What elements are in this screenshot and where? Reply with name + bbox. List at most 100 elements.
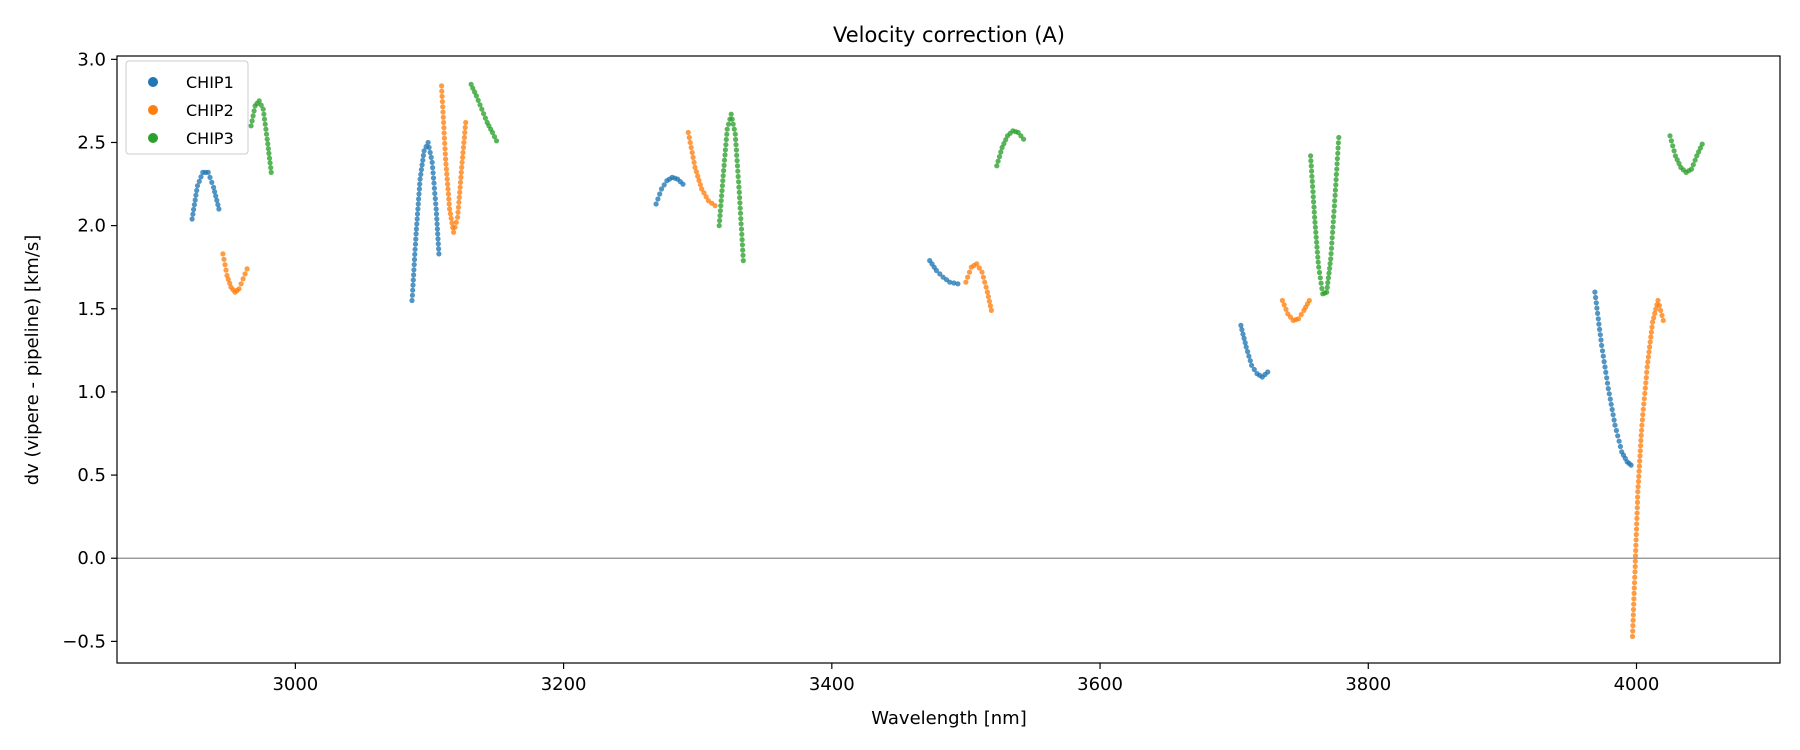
data-point	[1240, 331, 1246, 337]
data-point	[1637, 453, 1643, 459]
data-point	[213, 193, 219, 199]
data-point	[1593, 294, 1599, 301]
data-point	[1697, 145, 1703, 151]
data-point	[439, 99, 445, 105]
data-point	[984, 289, 991, 295]
data-point	[1325, 275, 1331, 281]
data-point	[1314, 244, 1320, 250]
data-point	[1690, 162, 1696, 168]
data-point	[442, 140, 448, 146]
data-point	[1595, 310, 1601, 316]
data-point	[1313, 229, 1319, 235]
data-point	[740, 258, 746, 264]
data-point	[1329, 240, 1335, 246]
data-point	[414, 216, 420, 222]
data-point	[1319, 285, 1325, 292]
data-point	[1635, 478, 1642, 485]
x-tick-label: 3200	[541, 674, 587, 695]
legend: CHIP1 CHIP2 CHIP3	[125, 60, 249, 155]
data-point	[723, 142, 729, 148]
data-point	[256, 98, 262, 104]
data-point	[209, 179, 215, 185]
data-point	[687, 139, 693, 146]
data-point	[1640, 412, 1646, 418]
data-point	[1667, 133, 1673, 139]
data-point	[1324, 289, 1330, 295]
data-point	[431, 180, 437, 186]
data-point	[1310, 183, 1316, 190]
x-tick-label: 3800	[1345, 674, 1391, 695]
data-point	[258, 102, 264, 108]
data-point	[445, 186, 451, 192]
data-point	[447, 211, 453, 217]
data-point	[1295, 316, 1302, 322]
data-point	[1311, 199, 1317, 205]
data-point	[1630, 612, 1636, 618]
data-point	[1324, 284, 1330, 290]
data-point	[980, 274, 987, 280]
data-point	[1308, 163, 1314, 169]
data-point	[1641, 396, 1647, 402]
data-point	[446, 196, 452, 202]
data-point	[1629, 633, 1636, 640]
data-point	[414, 211, 421, 217]
data-point	[412, 251, 418, 257]
data-point	[1630, 628, 1636, 634]
data-point	[461, 139, 467, 146]
data-point	[1593, 300, 1599, 306]
data-point	[1599, 342, 1605, 348]
data-point	[440, 109, 446, 115]
data-point	[1633, 537, 1639, 543]
data-point	[719, 188, 725, 194]
data-point	[1634, 521, 1640, 527]
data-point	[1653, 306, 1659, 312]
data-point	[738, 216, 744, 222]
plot-frame	[116, 55, 1781, 664]
legend-label-chip1: CHIP1	[186, 73, 234, 92]
data-point	[456, 194, 462, 200]
data-point	[412, 246, 418, 252]
data-point	[417, 181, 423, 187]
data-point	[225, 276, 231, 282]
data-point	[1310, 194, 1316, 200]
data-point	[723, 136, 729, 143]
data-point	[457, 184, 463, 190]
data-point	[722, 152, 728, 158]
data-point	[431, 185, 437, 191]
data-point	[1638, 432, 1644, 438]
data-point	[732, 131, 738, 137]
data-point	[418, 171, 424, 177]
data-point	[1688, 166, 1695, 172]
data-point	[1630, 623, 1636, 629]
data-point	[194, 183, 201, 189]
data-point	[224, 272, 230, 279]
data-point	[207, 174, 213, 180]
data-point	[477, 102, 483, 108]
data-point	[461, 134, 467, 141]
data-point	[459, 164, 465, 170]
data-point	[460, 154, 466, 160]
data-point	[410, 287, 416, 293]
data-point	[1648, 329, 1654, 335]
data-point	[462, 124, 468, 131]
data-point	[220, 251, 226, 257]
data-point	[988, 307, 995, 313]
data-point	[1632, 553, 1639, 559]
data-point	[413, 231, 419, 237]
data-point	[1637, 458, 1643, 464]
data-point	[1628, 462, 1634, 468]
legend-label-chip2: CHIP2	[186, 101, 234, 120]
data-point	[429, 159, 435, 165]
data-point	[265, 141, 271, 147]
data-point	[1606, 391, 1612, 397]
x-tick-label: 3400	[809, 674, 855, 695]
data-point	[724, 126, 730, 132]
data-point	[1631, 596, 1637, 602]
data-point	[703, 194, 709, 200]
data-point	[1311, 209, 1317, 215]
data-point	[418, 167, 424, 173]
data-point	[433, 201, 439, 207]
data-point	[1640, 406, 1646, 412]
data-point	[1599, 348, 1606, 354]
data-point	[221, 256, 227, 262]
